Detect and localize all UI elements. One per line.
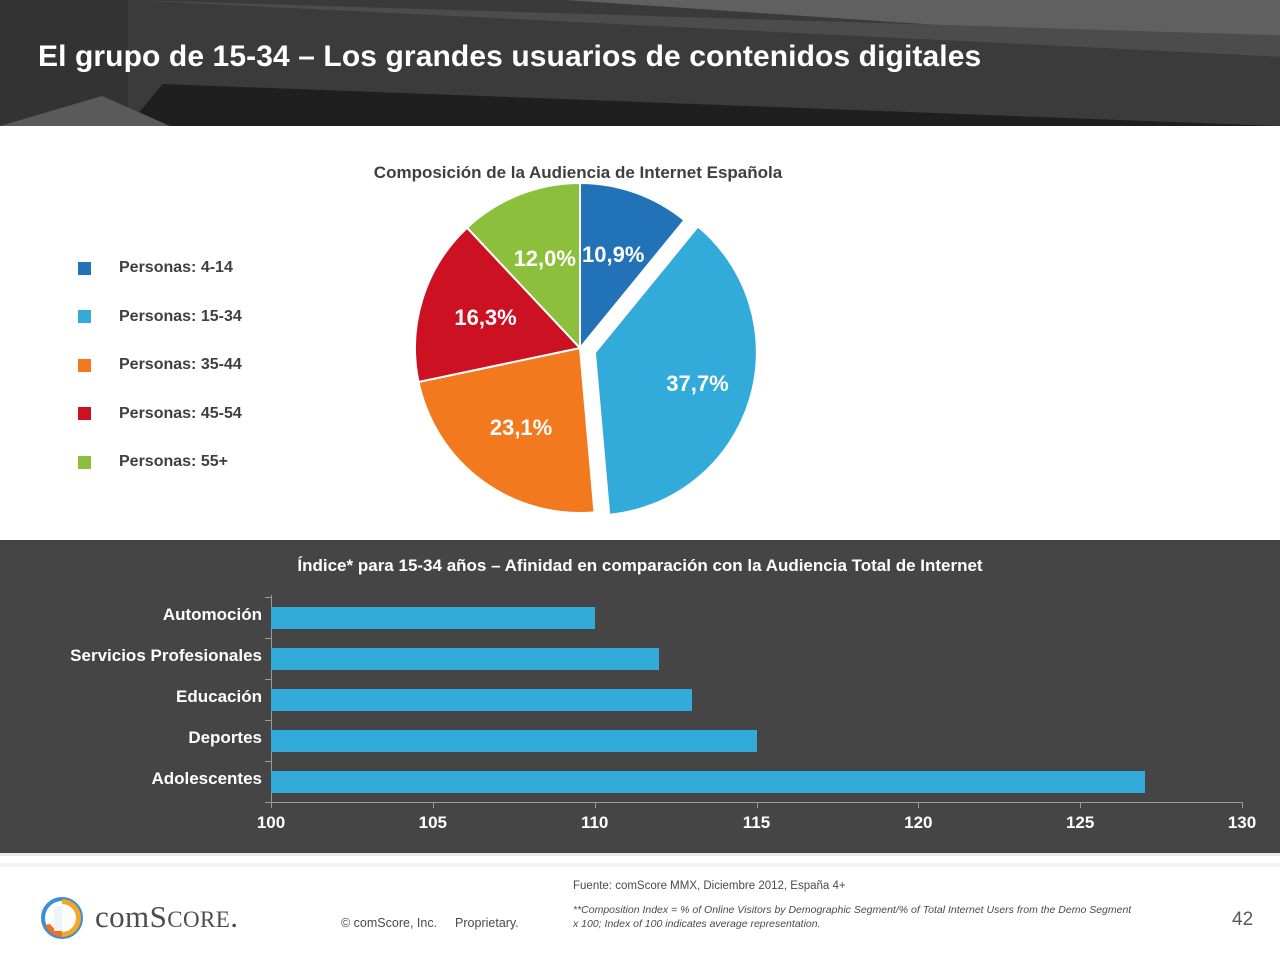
pie-data-label-2: 23,1% <box>489 414 553 440</box>
x-axis-tick-1 <box>432 802 434 808</box>
pie-svg <box>414 181 761 520</box>
bar-category-label-3: Deportes <box>188 728 262 747</box>
x-axis-tick-0 <box>271 802 272 808</box>
legend-item-2: Personas: 35-44 <box>78 341 378 390</box>
legend-swatch-icon-1 <box>78 310 91 324</box>
x-axis-tick-4 <box>918 802 920 808</box>
x-axis-tick-label-6: 130 <box>1227 813 1257 832</box>
legend-label-4: Personas: 55+ <box>119 453 228 471</box>
pie-data-label-0: 10,9% <box>582 241 645 267</box>
logo-core: CORE <box>167 907 231 932</box>
bar-chart-section: Índice* para 15-34 años – Afinidad en co… <box>0 540 1280 853</box>
x-axis-tick-label-5: 125 <box>1065 813 1095 832</box>
legend-label-0: Personas: 4-14 <box>119 259 233 277</box>
bar-category-label-1: Servicios Profesionales <box>70 646 262 665</box>
bar-row: Educación <box>0 679 1280 720</box>
bar-fill-2 <box>271 689 692 711</box>
legend-label-3: Personas: 45-54 <box>119 404 242 422</box>
legend-item-1: Personas: 15-34 <box>78 293 378 342</box>
pie-slice-2 <box>417 346 596 514</box>
bar-row: Deportes <box>0 720 1280 761</box>
pie-slice-4 <box>465 181 581 351</box>
footnote-text: **Composition Index = % of Online Visito… <box>573 904 1132 930</box>
logo-s: S <box>149 899 168 934</box>
pie-chart-section: Composición de la Audiencia de Internet … <box>0 126 1280 540</box>
legend-swatch-icon-0 <box>78 261 91 275</box>
pie-data-label-3: 16,3% <box>454 305 517 331</box>
bar-category-label-0: Automoción <box>162 605 262 624</box>
legend-swatch-icon-4 <box>78 455 91 469</box>
bar-fill-1 <box>271 648 660 670</box>
pie-legend: Personas: 4-14 Personas: 15-34 Personas:… <box>78 244 378 487</box>
x-axis-tick-label-4: 120 <box>904 813 933 832</box>
y-axis-tick-1 <box>265 638 271 639</box>
pie-chart-title: Composición de la Audiencia de Internet … <box>373 163 783 182</box>
logo-com: com <box>95 899 150 934</box>
x-axis-tick-label-0: 100 <box>256 813 286 832</box>
footer-divider-bottom <box>0 863 1280 867</box>
legend-item-0: Personas: 4-14 <box>78 244 378 293</box>
source-text: Fuente: comScore MMX, Diciembre 2012, Es… <box>573 880 846 892</box>
y-axis-tick-end <box>265 802 271 803</box>
slide-header: El grupo de 15-34 – Los grandes usuarios… <box>0 0 1280 126</box>
y-axis-tick-0 <box>265 597 271 598</box>
slide-title: El grupo de 15-34 – Los grandes usuarios… <box>38 40 982 73</box>
slide-footer <box>0 867 1280 960</box>
legend-label-2: Personas: 35-44 <box>119 356 242 374</box>
bar-row: Automoción <box>0 597 1280 638</box>
bar-chart-plot: Automoción Servicios Profesionales Educaci… <box>0 595 1280 853</box>
comscore-logo-icon <box>41 897 83 939</box>
bar-row: Adolescentes <box>0 761 1280 802</box>
bar-category-label-4: Adolescentes <box>151 769 262 788</box>
logo-dot: . <box>230 899 239 934</box>
y-axis-tick-2 <box>265 679 271 680</box>
y-axis-tick-4 <box>265 761 271 762</box>
x-axis-tick-5 <box>1080 802 1082 808</box>
proprietary-text: Proprietary. <box>455 916 519 930</box>
legend-swatch-icon-2 <box>78 358 91 372</box>
bar-chart-title: Índice* para 15-34 años – Afinidad en co… <box>297 556 983 575</box>
pie-data-label-4: 12,0% <box>513 246 576 272</box>
bar-fill-0 <box>271 607 595 629</box>
legend-item-3: Personas: 45-54 <box>78 390 378 439</box>
copyright-line: © comScore, Inc. Proprietary. <box>341 916 519 930</box>
bar-fill-4 <box>271 771 1145 793</box>
legend-label-1: Personas: 15-34 <box>119 307 242 325</box>
footer-divider-top <box>0 853 1280 856</box>
copyright-text: © comScore, Inc. <box>341 916 438 930</box>
x-axis-tick-label-1: 105 <box>418 813 448 832</box>
comscore-logo-text: comSCORE. <box>95 899 238 935</box>
pie-slice-1 <box>590 220 761 520</box>
legend-swatch-icon-3 <box>78 407 91 421</box>
x-axis-tick-2 <box>594 802 596 808</box>
pie-data-label-1: 37,7% <box>666 371 729 397</box>
page-number: 42 <box>1232 909 1254 930</box>
pie-chart: 10,9% 37,7% 23,1% 16,3% 12,0% <box>398 178 798 528</box>
x-axis-tick-label-3: 115 <box>742 813 771 832</box>
x-axis-tick-label-2: 110 <box>580 813 609 832</box>
bar-fill-3 <box>271 730 757 752</box>
pie-slice-3 <box>414 226 582 384</box>
pie-slice-0 <box>579 181 686 351</box>
bar-category-label-2: Educación <box>176 687 262 706</box>
bar-row: Servicios Profesionales <box>0 638 1280 679</box>
legend-item-4: Personas: 55+ <box>78 438 378 487</box>
x-axis-tick-3 <box>756 802 758 808</box>
x-axis-tick-6 <box>1242 802 1243 808</box>
y-axis-tick-3 <box>265 720 271 721</box>
